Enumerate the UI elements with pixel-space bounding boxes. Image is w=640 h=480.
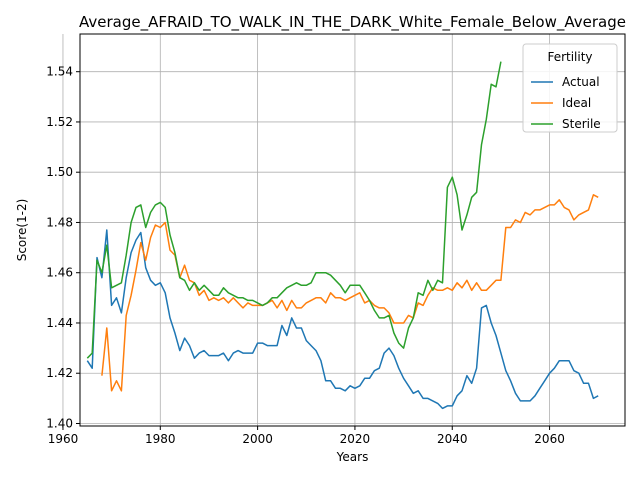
y-tick-label: 1.44 bbox=[46, 316, 73, 330]
legend-title: Fertility bbox=[547, 50, 592, 64]
series-line-sterile bbox=[86, 61, 502, 359]
legend-label-actual: Actual bbox=[562, 75, 600, 89]
axis-ticks: 1960 1980 2000 2020 2040 2060 1.40 1.42 1.44 1.46… bbox=[46, 65, 565, 446]
plot-area bbox=[79, 33, 626, 427]
legend-label-sterile: Sterile bbox=[562, 117, 601, 131]
legend-items: Actual Ideal Sterile bbox=[531, 75, 601, 131]
series-line-ideal bbox=[101, 194, 599, 392]
x-tick-label: 2000 bbox=[242, 432, 273, 446]
series-lines bbox=[86, 61, 599, 410]
x-tick-label: 1980 bbox=[145, 432, 176, 446]
x-tick-label: 1960 bbox=[48, 432, 79, 446]
chart-title: Average_AFRAID_TO_WALK_IN_THE_DARK_White… bbox=[79, 13, 626, 32]
x-tick-label: 2060 bbox=[534, 432, 565, 446]
y-axis-label: Score(1-2) bbox=[15, 199, 29, 262]
y-tick-label: 1.40 bbox=[46, 416, 73, 430]
y-tick-label: 1.54 bbox=[46, 65, 73, 79]
legend-label-ideal: Ideal bbox=[562, 96, 591, 110]
x-tick-label: 2040 bbox=[437, 432, 468, 446]
x-tick-label: 2020 bbox=[340, 432, 371, 446]
series-line-actual bbox=[86, 229, 599, 410]
legend: Fertility Actual Ideal Sterile bbox=[522, 43, 618, 133]
y-tick-label: 1.50 bbox=[46, 165, 73, 179]
y-tick-label: 1.42 bbox=[46, 366, 73, 380]
y-tick-label: 1.48 bbox=[46, 215, 73, 229]
x-axis-label: Years bbox=[336, 450, 369, 464]
legend-box bbox=[522, 43, 618, 133]
y-tick-label: 1.52 bbox=[46, 115, 73, 129]
y-tick-label: 1.46 bbox=[46, 266, 73, 280]
grid bbox=[62, 34, 625, 426]
